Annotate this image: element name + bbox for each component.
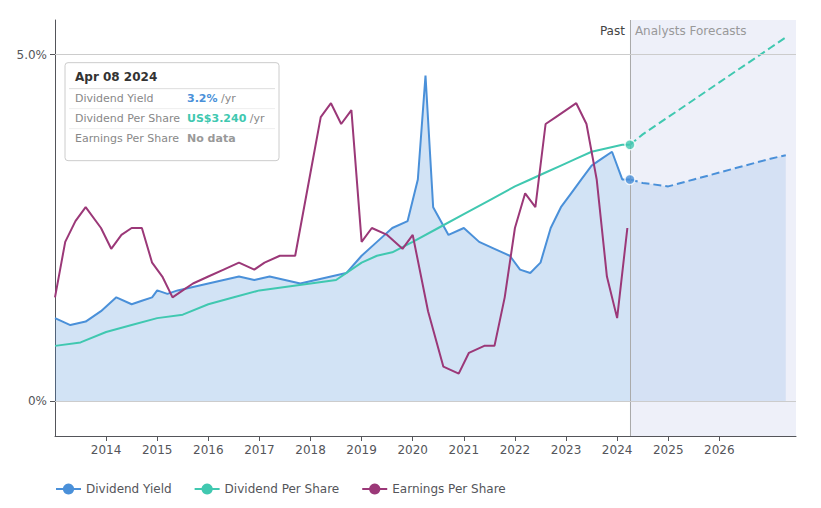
svg-text:2014: 2014 bbox=[91, 443, 122, 457]
svg-text:3.2%: 3.2% bbox=[187, 92, 218, 105]
svg-text:2022: 2022 bbox=[500, 443, 531, 457]
svg-text:2017: 2017 bbox=[244, 443, 275, 457]
svg-text:Apr 08 2024: Apr 08 2024 bbox=[75, 70, 157, 84]
svg-text:Analysts Forecasts: Analysts Forecasts bbox=[635, 24, 747, 38]
svg-text:US$3.240: US$3.240 bbox=[187, 112, 247, 125]
svg-text:Dividend Per Share: Dividend Per Share bbox=[225, 482, 340, 496]
svg-text:Earnings Per Share: Earnings Per Share bbox=[392, 482, 505, 496]
svg-text:Dividend Per Share: Dividend Per Share bbox=[75, 112, 180, 125]
svg-text:2020: 2020 bbox=[397, 443, 428, 457]
svg-text:2021: 2021 bbox=[449, 443, 480, 457]
svg-text:2019: 2019 bbox=[346, 443, 377, 457]
svg-text:0%: 0% bbox=[28, 394, 47, 408]
svg-text:2025: 2025 bbox=[653, 443, 684, 457]
svg-text:2023: 2023 bbox=[551, 443, 582, 457]
svg-text:/yr: /yr bbox=[221, 92, 236, 105]
svg-text:/yr: /yr bbox=[250, 112, 265, 125]
svg-text:Dividend Yield: Dividend Yield bbox=[75, 92, 153, 105]
svg-text:No data: No data bbox=[187, 132, 236, 145]
svg-text:5.0%: 5.0% bbox=[17, 48, 48, 62]
svg-text:Dividend Yield: Dividend Yield bbox=[86, 482, 172, 496]
svg-text:2024: 2024 bbox=[602, 443, 633, 457]
svg-text:2018: 2018 bbox=[295, 443, 326, 457]
svg-text:Past: Past bbox=[600, 24, 625, 38]
svg-text:Earnings Per Share: Earnings Per Share bbox=[75, 132, 179, 145]
svg-text:2026: 2026 bbox=[704, 443, 735, 457]
svg-text:2016: 2016 bbox=[193, 443, 224, 457]
svg-text:2015: 2015 bbox=[142, 443, 173, 457]
